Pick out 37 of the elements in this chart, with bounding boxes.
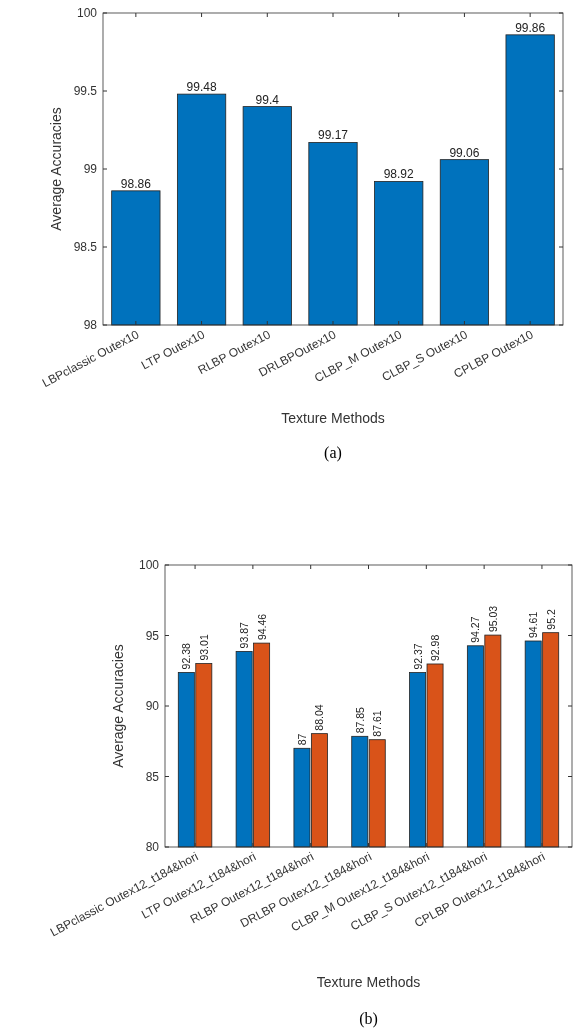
y-axis-title: Average Accuracies [110, 644, 126, 768]
y-tick-label: 100 [76, 6, 98, 20]
data-label: 98.92 [383, 167, 415, 182]
data-label: 99.17 [317, 128, 349, 143]
data-label: 92.38 [180, 643, 193, 670]
y-tick-label: 99 [83, 162, 98, 176]
x-axis-title: Texture Methods [281, 410, 385, 426]
y-tick-label: 100 [138, 558, 160, 572]
data-label: 98.86 [120, 176, 152, 191]
y-tick-label: 80 [145, 840, 160, 854]
data-label: 95.2 [544, 609, 557, 630]
y-tick-label: 90 [145, 699, 160, 713]
data-label: 87.85 [353, 706, 366, 734]
data-label: 92.98 [429, 634, 442, 661]
data-label: 93.01 [197, 634, 210, 661]
data-label: 99.4 [255, 92, 280, 107]
data-label: 92.37 [411, 643, 424, 670]
text: (b) [359, 1010, 378, 1028]
y-tick-label: 85 [145, 769, 160, 784]
data-label: 95.03 [486, 605, 499, 633]
data-label: 87 [295, 733, 308, 746]
text: (a) [324, 444, 342, 462]
data-label: 94.27 [469, 616, 482, 643]
data-label: 93.87 [238, 622, 251, 649]
data-label: 88.04 [313, 704, 326, 731]
data-label: 87.61 [371, 710, 384, 737]
data-label: 94.46 [255, 613, 268, 641]
y-tick-label: 95 [145, 628, 160, 643]
data-label: 99.06 [449, 145, 480, 160]
data-label: 99.86 [515, 20, 546, 35]
y-tick-label: 98 [83, 318, 98, 332]
y-tick-label: 98.5 [73, 240, 98, 254]
data-label: 94.61 [527, 611, 540, 638]
x-axis-title: Texture Methods [316, 974, 421, 990]
y-axis-title: Average Accuracies [48, 107, 64, 231]
data-label: 99.48 [186, 80, 217, 95]
y-tick-label: 99.5 [73, 84, 98, 98]
